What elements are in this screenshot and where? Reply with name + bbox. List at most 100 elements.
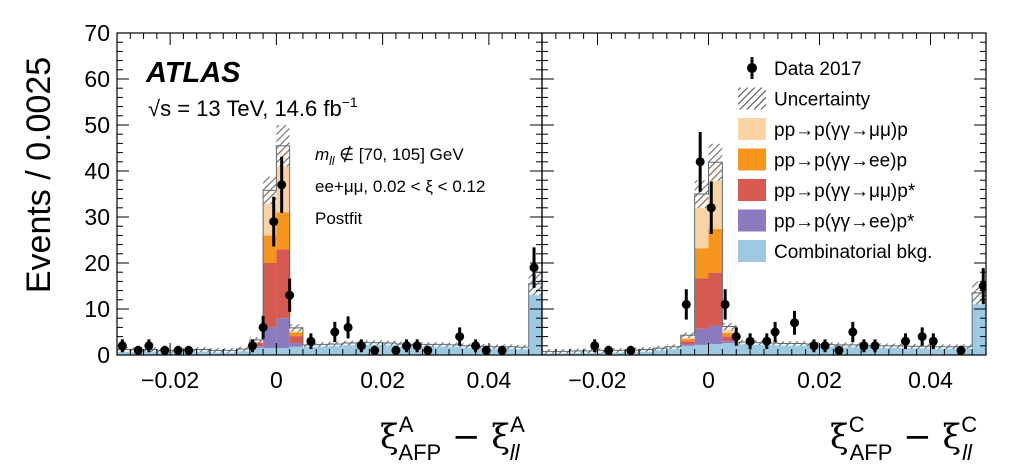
legend-label-gg_ee_el: pp→p(γγ→ee)p [774,151,907,172]
bar-a-comb-31 [528,283,542,355]
data-point-c-7 [731,332,741,342]
xi-sup-a1: A [399,412,414,437]
bar-c-comb-25 [888,345,903,355]
bar-a-gg_ee_sd-11 [263,327,277,349]
data-point-a-12 [330,327,340,337]
y-tick-label-1: 10 [84,296,110,322]
data-point-c-17 [870,341,880,351]
lumi-superscript: −1 [342,94,358,110]
mass-cut-label: mll ∉ [70, 105] GeV [315,145,464,168]
legend-label-uncertainty: Uncertainty [774,90,871,111]
x-tick-label-a-2: 0.02 [360,367,405,393]
mass-symbol: m [315,145,329,164]
energy-label: √s = 13 TeV, 14.6 fb−1 [148,94,358,121]
bar-c-gg_mumu_sd-10 [680,341,695,345]
data-point-c-3 [681,299,691,309]
atlas-label: ATLAS [145,57,241,89]
xi-sup-a2: A [510,412,525,437]
xi-sub-a2: ll [510,440,521,465]
sqrt-symbol: √ [148,96,161,121]
mass-range: ∉ [70, 105] GeV [335,145,465,164]
bar-a-comb-9 [236,349,250,355]
y-tick-label-2: 20 [84,250,110,276]
data-point-c-1 [604,345,614,355]
bar-c-comb-12 [708,343,723,355]
data-point-a-7 [258,322,268,332]
xi-sub-a1: AFP [398,440,441,465]
bar-c-comb-11 [694,344,709,355]
bar-c-gg_mumu_sd-11 [694,278,709,329]
data-point-a-20 [455,332,465,342]
bar-a-comb-13 [289,346,303,355]
legend-label-data: Data 2017 [774,59,862,80]
bar-a-comb-17 [342,343,357,355]
bar-a-comb-14 [302,344,317,355]
legend-swatch-gg_ee_sd [738,209,766,232]
mass-subscript: ll [329,154,335,168]
data-point-a-3 [160,345,170,355]
bar-c-comb-17 [777,343,792,355]
bar-c-gg_mumu_sd-12 [708,272,723,326]
bar-c-comb-23 [861,345,875,355]
x-tick-label-c-3: 0.04 [908,367,953,393]
bar-a-comb-16 [329,343,343,355]
legend-swatch-gg_mumu_el [738,118,766,140]
y-tick-label-3: 30 [84,204,110,230]
bar-c-comb-9 [666,346,681,355]
bar-a-gg_mumu_sd-11 [263,263,277,328]
bar-a-comb-10 [249,347,264,355]
data-point-a-13 [343,322,353,332]
bar-a-comb-15 [316,344,330,355]
data-point-c-8 [745,336,755,346]
bar-a-comb-30 [515,347,529,355]
bar-a-gg_ee_sd-13 [289,343,303,347]
legend-label-gg_mumu_el: pp→p(γγ→μμ)p [774,120,908,141]
data-point-c-15 [848,327,858,337]
xi-symbol-a2: ξ [491,417,510,457]
bar-c-comb-10 [680,345,695,355]
postfit-label: Postfit [315,209,363,228]
xi-symbol-a1: ξ [380,417,399,457]
legend: Data 2017 Uncertainty pp→p(γγ→μμ)p pp→p(γγ→… [738,57,932,263]
bar-a-gg_mumu_sd-12 [276,249,290,319]
data-point-a-24 [529,263,539,273]
minus-c: − [892,417,942,457]
data-point-c-22 [978,281,986,291]
bar-c-comb-16 [764,343,778,355]
bar-c-gg_ee_sd-13 [722,341,737,344]
bar-c-comb-14 [736,342,751,355]
data-point-c-18 [901,336,911,346]
bar-a-gg_ee_el-12 [276,212,290,250]
data-point-c-9 [762,336,772,346]
bar-a-gg_ee_sd-12 [276,318,290,349]
data-point-c-5 [706,203,716,213]
bar-a-gg_mumu_sd-13 [289,336,303,344]
bar-c-gg_mumu_sd-13 [722,336,737,342]
bar-c-comb-7 [639,349,653,355]
panel-c [542,131,986,355]
bar-a-comb-28 [488,346,503,355]
bar-a-comb-25 [449,344,463,355]
bar-c-comb-22 [847,344,862,355]
data-point-a-2 [144,341,154,351]
legend-swatch-gg_ee_el [738,148,766,171]
energy-text: s = 13 TeV, 14.6 fb [160,96,342,121]
xi-sup-c2: C [961,412,977,437]
data-point-a-5 [184,345,194,355]
data-point-a-1 [133,345,143,355]
data-point-a-9 [277,180,287,190]
minus-a: − [441,417,491,457]
bar-c-gg_ee_el-12 [708,228,723,273]
legend-data-marker [747,63,757,73]
data-point-a-14 [356,341,366,351]
bar-c-gg_ee_sd-12 [708,325,723,344]
x-tick-label-c-1: 0 [702,367,715,393]
axes: −0.02 0 0.02 0.04 −0.02 0 0.02 0.04 0 10 20 30 40 50 6… [84,20,987,393]
selection-label: ee+μμ, 0.02 < ξ < 0.12 [315,177,485,196]
bar-c-comb-31 [972,292,986,355]
y-tick-label-0: 0 [97,342,110,368]
panel-a [117,125,542,355]
data-point-a-6 [247,341,257,351]
bar-c-gg_ee_sd-11 [694,328,709,345]
